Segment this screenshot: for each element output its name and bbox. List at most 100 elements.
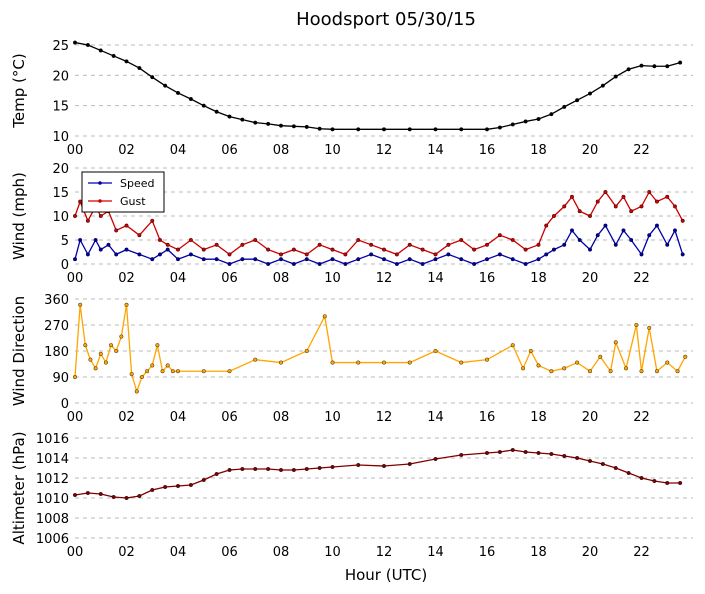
- data-point: [85, 43, 90, 48]
- data-point: [613, 74, 618, 79]
- data-point: [652, 479, 657, 484]
- x-tick-label: 10: [324, 410, 341, 425]
- data-point: [78, 199, 83, 204]
- data-point: [544, 223, 549, 228]
- series-line-1: [74, 190, 684, 256]
- x-tick-label: 04: [170, 271, 187, 286]
- data-point: [98, 492, 103, 497]
- x-tick-label: 06: [221, 271, 238, 286]
- data-point: [201, 369, 206, 374]
- data-point: [678, 60, 683, 65]
- data-point: [150, 363, 155, 368]
- x-tick-label: 18: [530, 271, 547, 286]
- data-point: [304, 252, 309, 257]
- x-tick-label: 10: [324, 143, 341, 158]
- data-point: [639, 476, 644, 481]
- x-tick-label: 08: [273, 410, 290, 425]
- data-point: [124, 59, 129, 64]
- data-point: [446, 242, 451, 247]
- data-point: [497, 125, 502, 130]
- y-tick-label: 20: [52, 69, 69, 84]
- data-point: [93, 237, 98, 242]
- x-tick-label: 04: [170, 143, 187, 158]
- data-point: [98, 48, 103, 53]
- data-point: [485, 357, 490, 362]
- x-tick-label: 12: [376, 410, 393, 425]
- data-point: [624, 366, 629, 371]
- data-point: [523, 262, 528, 267]
- data-point: [253, 467, 258, 472]
- data-point: [253, 120, 258, 125]
- data-point: [647, 189, 652, 194]
- data-point: [595, 199, 600, 204]
- data-point: [356, 360, 361, 365]
- data-point: [672, 204, 677, 209]
- data-point: [150, 488, 155, 493]
- data-point: [575, 360, 580, 365]
- data-point: [536, 242, 541, 247]
- data-point: [588, 247, 593, 252]
- data-point: [175, 369, 180, 374]
- data-point: [665, 194, 670, 199]
- series-line-0: [74, 304, 686, 394]
- data-point: [575, 98, 580, 103]
- x-tick-label: 04: [170, 545, 187, 560]
- data-point: [145, 369, 150, 374]
- data-point: [639, 63, 644, 68]
- data-point: [134, 389, 139, 394]
- data-point: [304, 257, 309, 262]
- data-point: [175, 257, 180, 262]
- data-point: [595, 233, 600, 238]
- data-point: [98, 351, 103, 356]
- data-point: [459, 257, 464, 262]
- y-axis-label: Wind (mph): [10, 172, 28, 260]
- data-point: [304, 467, 309, 472]
- data-point: [83, 343, 88, 348]
- data-point: [680, 218, 685, 223]
- data-point: [72, 40, 77, 45]
- data-point: [621, 194, 626, 199]
- data-point: [407, 242, 412, 247]
- data-point: [603, 189, 608, 194]
- data-point: [201, 103, 206, 108]
- x-tick-label: 22: [633, 143, 650, 158]
- data-point: [394, 252, 399, 257]
- data-point: [652, 64, 657, 69]
- y-tick-label: 0: [61, 397, 69, 412]
- legend-box: [81, 171, 165, 213]
- x-axis-label: Hour (UTC): [345, 566, 427, 584]
- data-point: [72, 375, 77, 380]
- data-point: [201, 257, 206, 262]
- y-tick-label: 0: [61, 258, 69, 273]
- data-point: [665, 64, 670, 69]
- data-point: [613, 340, 618, 345]
- data-point: [227, 468, 232, 473]
- data-point: [626, 67, 631, 72]
- data-point: [170, 369, 175, 374]
- x-tick-label: 18: [530, 143, 547, 158]
- x-tick-label: 14: [427, 143, 444, 158]
- data-point: [523, 450, 528, 455]
- data-point: [291, 262, 296, 267]
- data-point: [536, 363, 541, 368]
- data-point: [407, 257, 412, 262]
- data-point: [150, 218, 155, 223]
- data-point: [420, 247, 425, 252]
- data-point: [549, 452, 554, 457]
- x-tick-label: 14: [427, 271, 444, 286]
- data-point: [523, 119, 528, 124]
- data-point: [266, 262, 271, 267]
- x-tick-label: 14: [427, 545, 444, 560]
- data-point: [330, 360, 335, 365]
- x-tick-label: 10: [324, 271, 341, 286]
- data-point: [188, 96, 193, 101]
- data-point: [304, 349, 309, 354]
- data-point: [356, 463, 361, 468]
- data-point: [330, 127, 335, 132]
- data-point: [562, 104, 567, 109]
- data-point: [407, 127, 412, 132]
- data-point: [634, 323, 639, 328]
- data-point: [521, 366, 526, 371]
